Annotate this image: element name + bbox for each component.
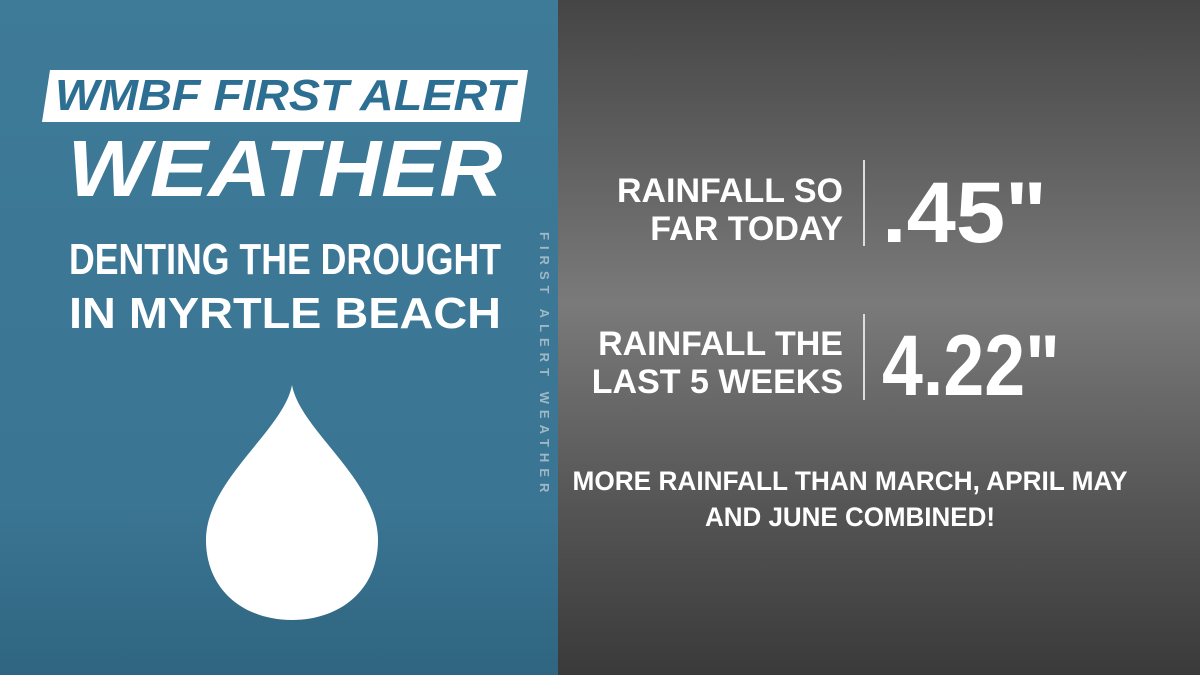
note: AND JUNE COMBINED!	[705, 502, 995, 532]
stat-label: LAST 5 WEEKS	[592, 363, 843, 401]
stat-label: FAR TODAY	[650, 210, 843, 248]
drop-icon	[206, 385, 378, 620]
side-text: FIRST ALERT WEATHER	[537, 232, 552, 498]
stat-label: RAINFALL SO	[617, 172, 843, 210]
logo-box	[42, 70, 528, 122]
note: MORE RAINFALL THAN MARCH, APRIL MAY	[573, 466, 1128, 496]
right-panel	[558, 0, 1200, 675]
stat-value: 4.22"	[882, 318, 1060, 414]
stat-label: RAINFALL THE	[598, 325, 843, 363]
headline: DENTING THE DROUGHT	[69, 235, 501, 284]
headline: IN MYRTLE BEACH	[69, 289, 501, 338]
logo-line: WMBF FIRST ALERT	[55, 71, 518, 120]
logo-weather: WEATHER	[68, 124, 503, 213]
stat-value: .45"	[882, 165, 1047, 261]
